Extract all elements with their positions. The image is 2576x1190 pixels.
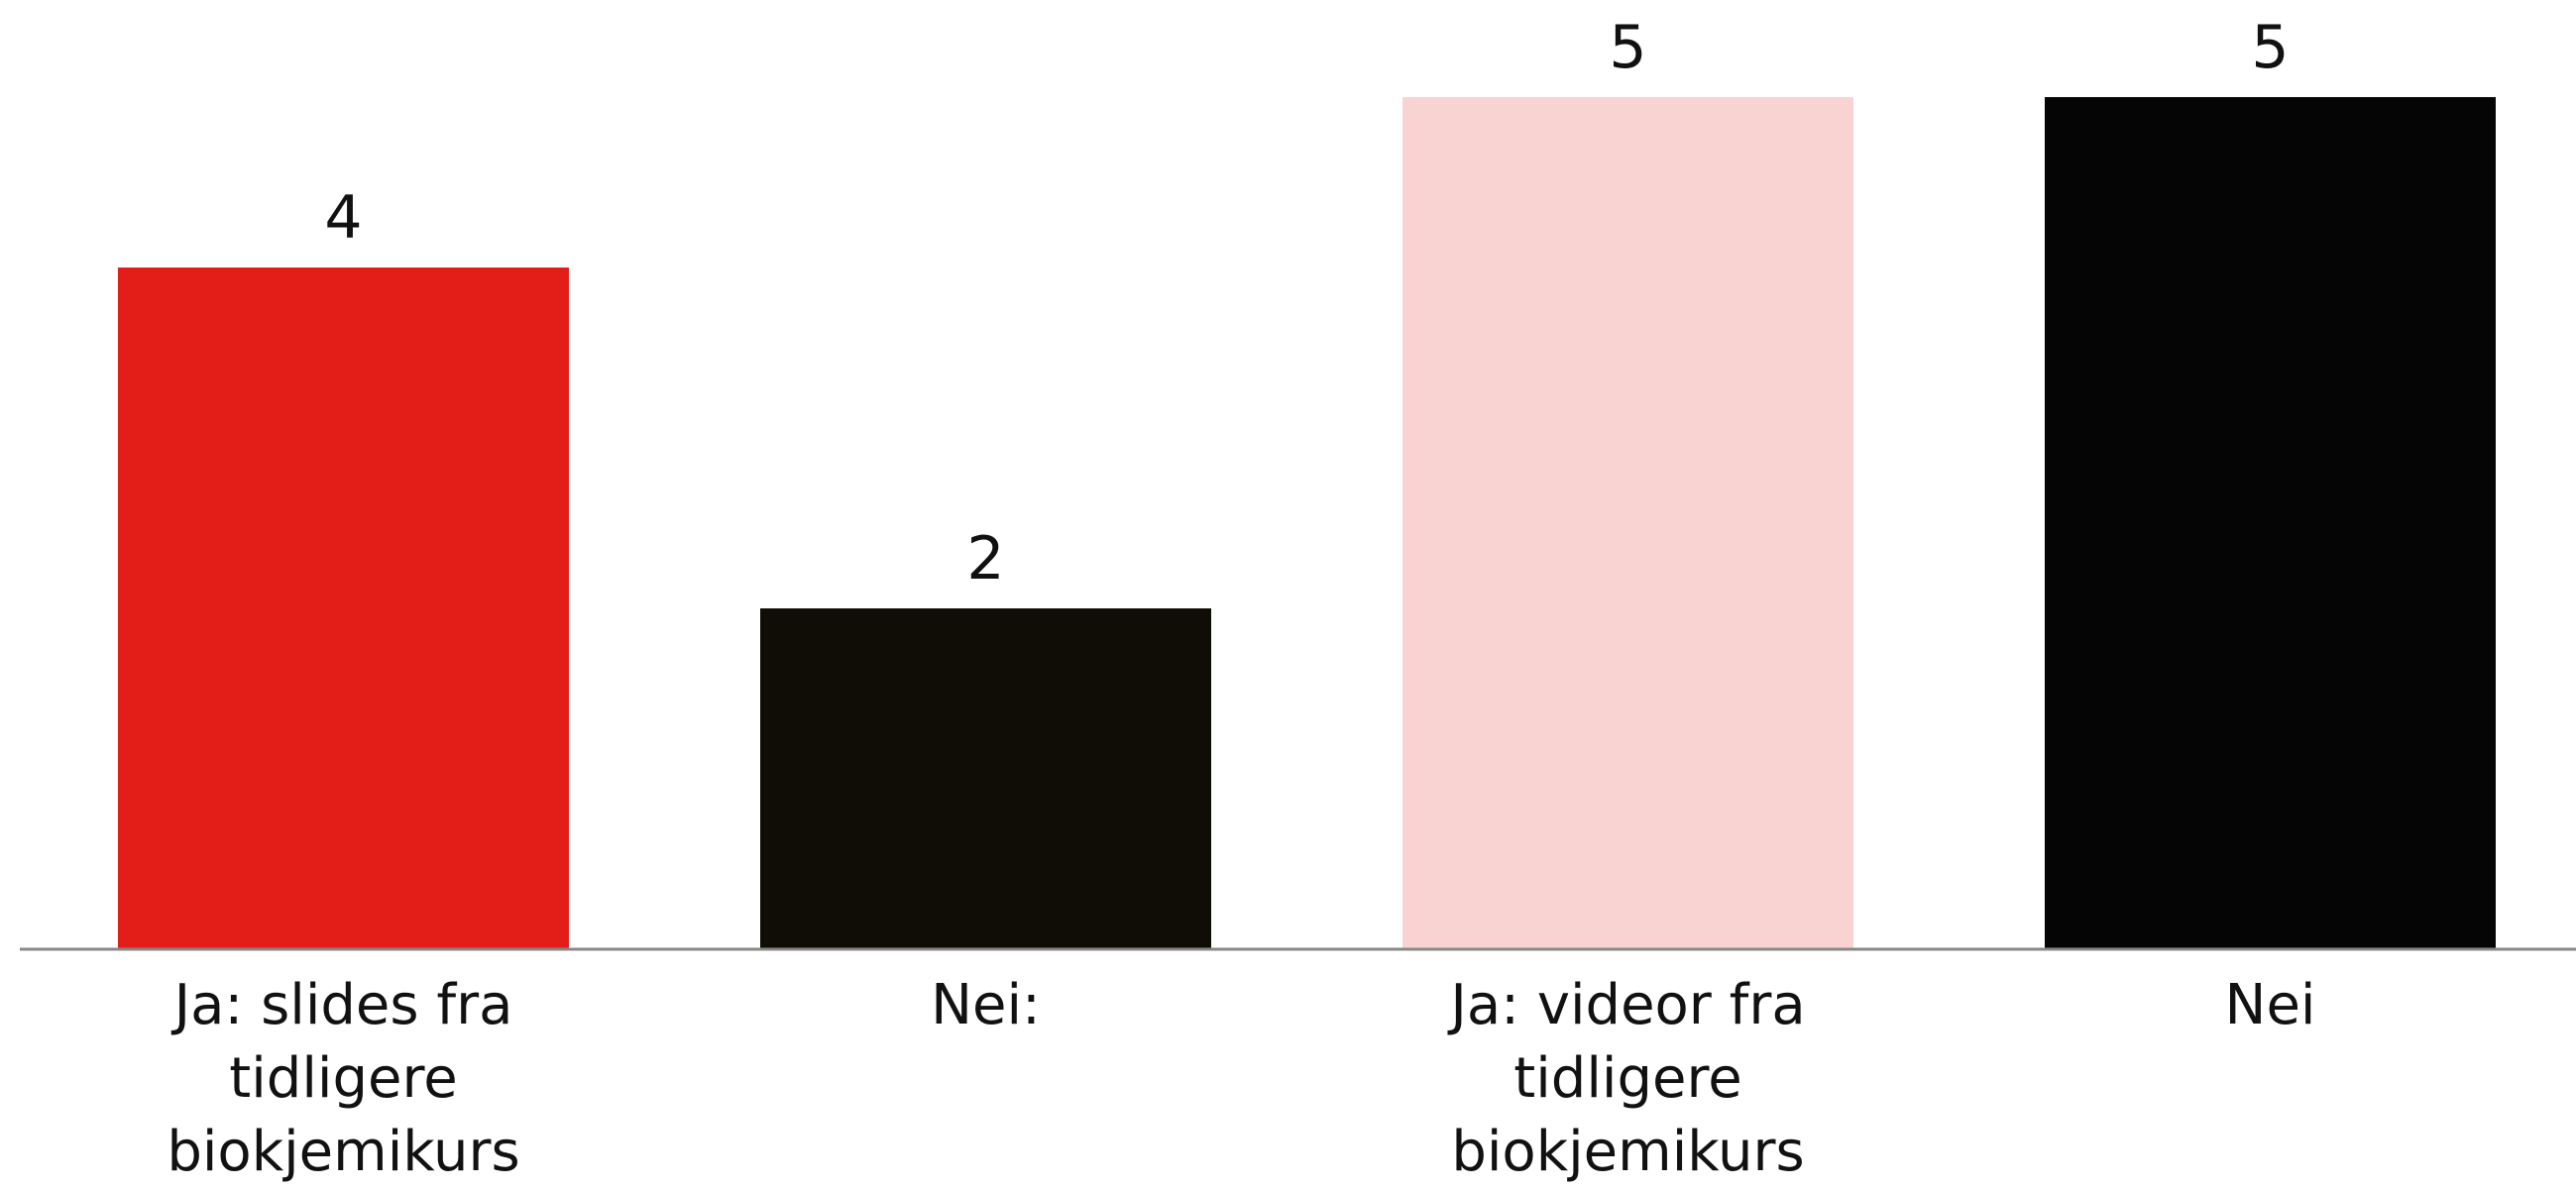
value-label: 5 [2251, 13, 2289, 82]
x-tick-label: Ja: videor fra tidligere biokjemikurs [1450, 973, 1806, 1184]
value-label: 5 [1609, 13, 1646, 82]
bar [118, 268, 569, 949]
bar [760, 608, 1211, 949]
bar [1402, 97, 1853, 949]
value-label: 4 [324, 183, 362, 253]
x-tick-label: Nei: [931, 973, 1041, 1037]
bar [2045, 97, 2496, 949]
x-tick-label: Nei [2224, 973, 2316, 1037]
x-tick-label: Ja: slides fra tidligere biokjemikurs [167, 973, 520, 1184]
value-label: 2 [966, 524, 1004, 594]
